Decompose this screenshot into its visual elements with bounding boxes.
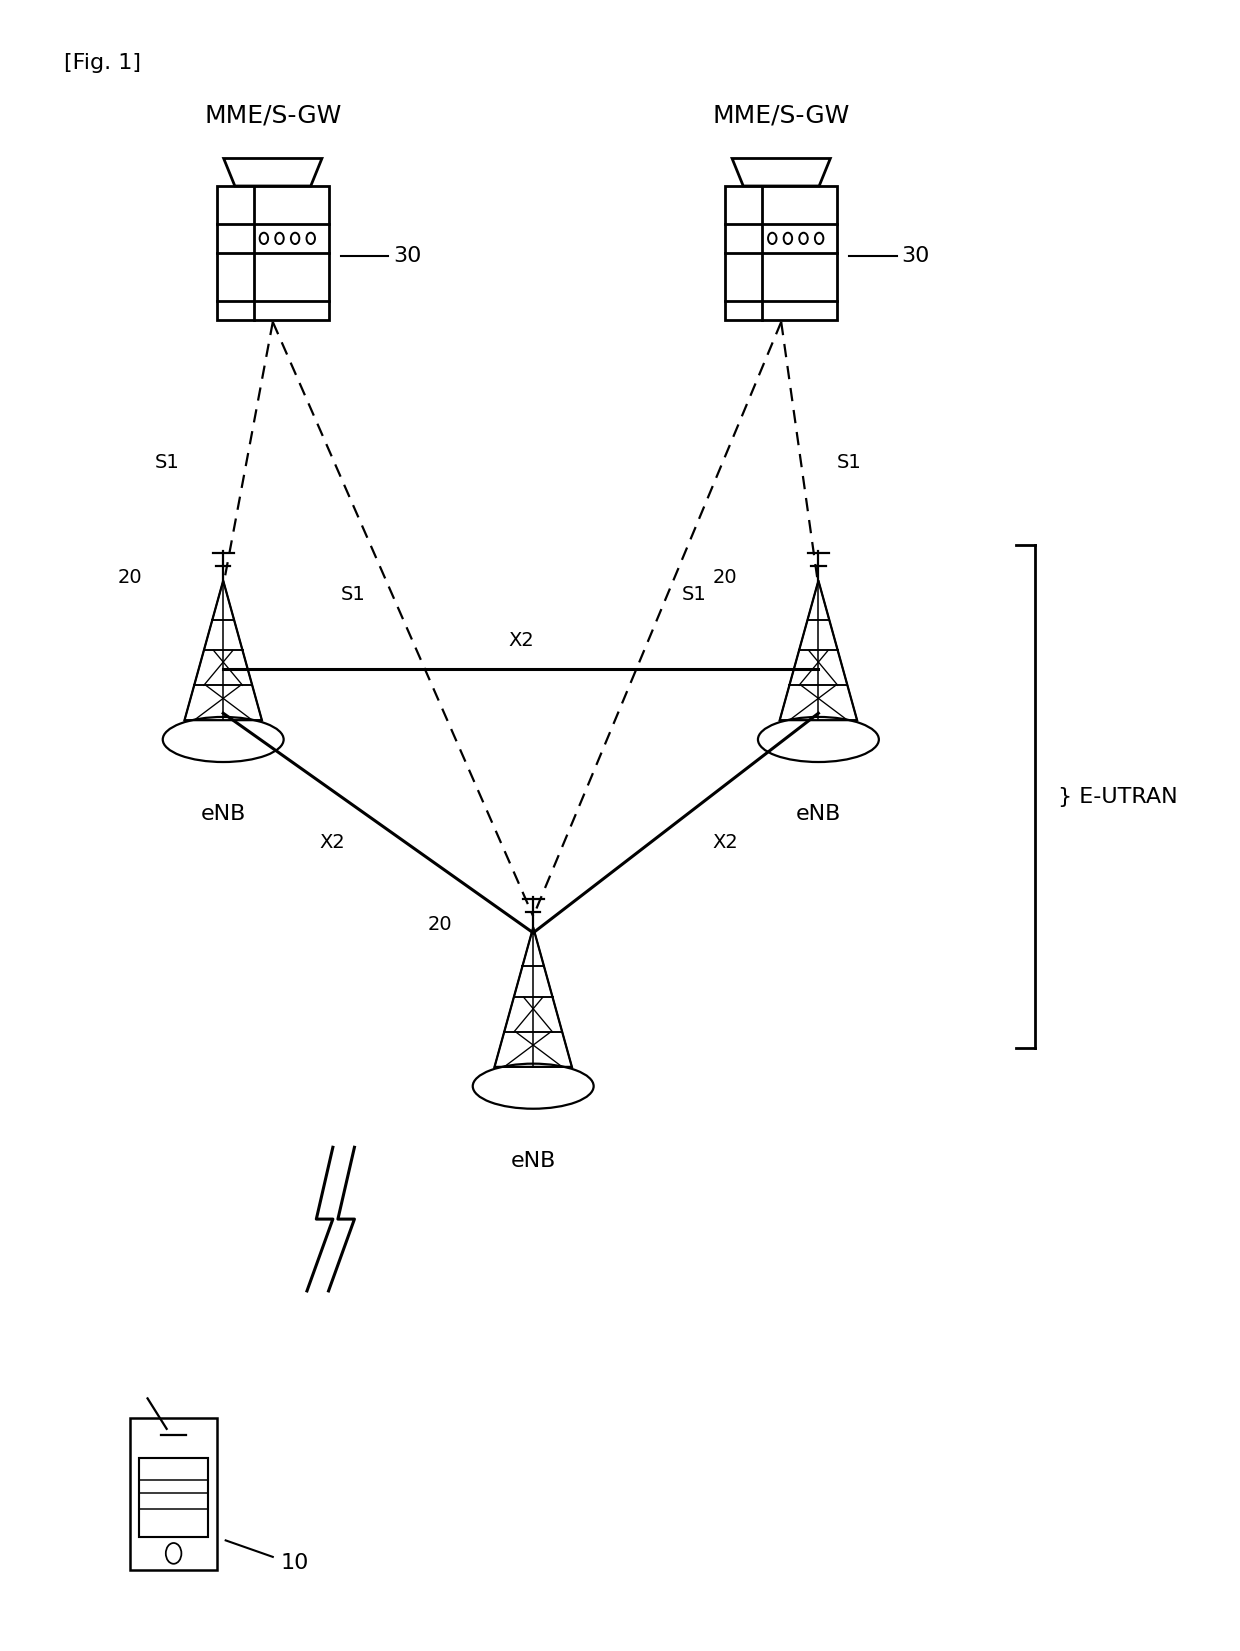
Text: X2: X2 — [508, 631, 533, 650]
Text: 20: 20 — [428, 915, 453, 934]
Text: MME/S-GW: MME/S-GW — [713, 102, 849, 127]
Bar — [130, 1418, 217, 1570]
Bar — [139, 1458, 208, 1537]
Bar — [217, 187, 329, 320]
Text: X2: X2 — [320, 832, 345, 852]
Text: } E-UTRAN: } E-UTRAN — [1058, 786, 1177, 807]
Text: X2: X2 — [713, 832, 738, 852]
Text: [Fig. 1]: [Fig. 1] — [64, 53, 141, 73]
Text: eNB: eNB — [511, 1151, 556, 1171]
Text: eNB: eNB — [201, 804, 246, 824]
Text: S1: S1 — [682, 584, 707, 604]
Text: 30: 30 — [393, 246, 422, 266]
Text: 20: 20 — [713, 568, 738, 588]
Bar — [725, 187, 837, 320]
Text: S1: S1 — [837, 452, 862, 472]
Text: 20: 20 — [118, 568, 143, 588]
Text: S1: S1 — [341, 584, 366, 604]
Text: 30: 30 — [901, 246, 930, 266]
Text: MME/S-GW: MME/S-GW — [205, 102, 341, 127]
Text: eNB: eNB — [796, 804, 841, 824]
Text: S1: S1 — [155, 452, 180, 472]
Text: 10: 10 — [280, 1554, 309, 1573]
